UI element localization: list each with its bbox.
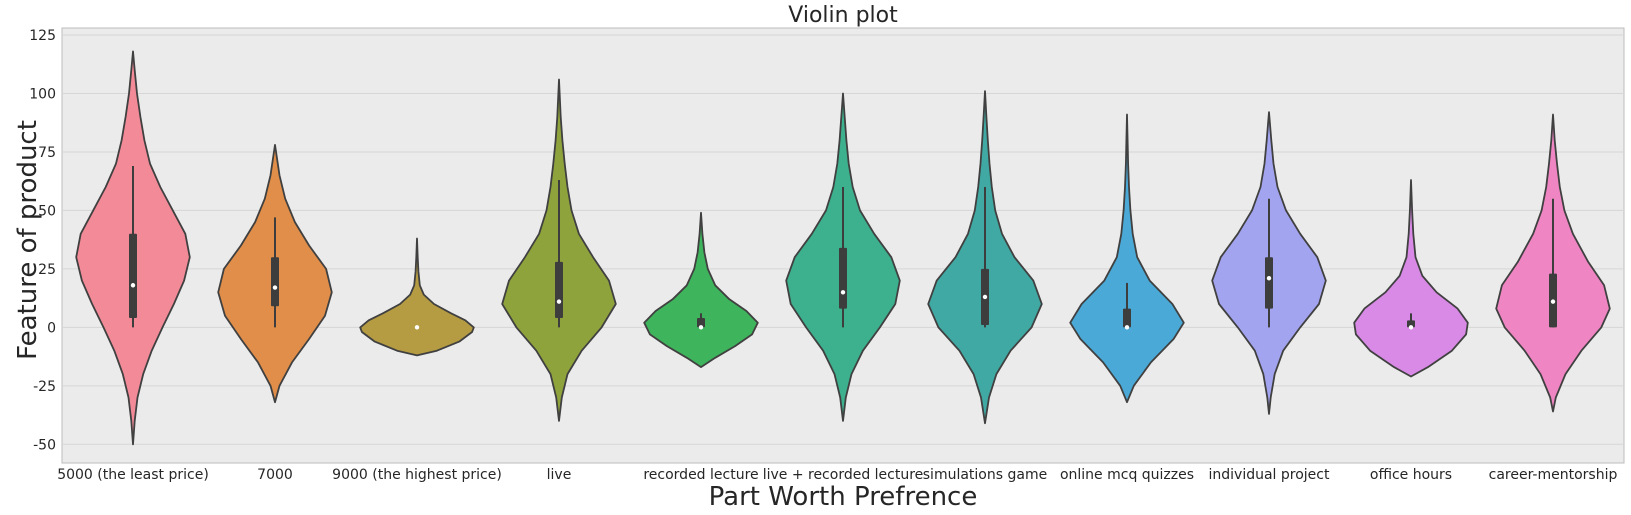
- x-tick-label: live: [547, 467, 572, 483]
- violin-median: [556, 299, 562, 304]
- violins: [75, 50, 1611, 446]
- y-axis-ticks: -50 -25 0 25 50 75 100 125: [29, 28, 56, 453]
- violin-median: [840, 290, 846, 295]
- x-tick-label: recorded lecture: [643, 467, 758, 483]
- violin-body: [643, 211, 759, 368]
- y-tick-label: 100: [29, 86, 56, 102]
- violin-iqr-box: [839, 247, 847, 309]
- y-axis-label: Feature of product: [13, 120, 43, 360]
- x-axis-label: Part Worth Prefrence: [709, 482, 978, 512]
- violin-median: [130, 283, 136, 288]
- violin-iqr-box: [1123, 308, 1131, 328]
- x-tick-label: career-mentorship: [1489, 467, 1618, 483]
- violin-median: [982, 294, 988, 300]
- y-tick-label: 50: [38, 203, 56, 219]
- x-tick-label: 5000 (the least price): [57, 467, 209, 483]
- chart-title: Violin plot: [788, 3, 898, 28]
- violin-median: [1550, 299, 1556, 304]
- x-tick-label: live + recorded lecture: [763, 467, 924, 483]
- x-tick-label: simulations game: [923, 467, 1047, 483]
- x-tick-label: 9000 (the highest price): [332, 467, 502, 483]
- violin-iqr-box: [555, 261, 563, 318]
- violin-iqr-box: [129, 233, 137, 318]
- violin-median: [1408, 325, 1414, 330]
- violin-iqr-box: [697, 318, 705, 328]
- violin-body: [1069, 113, 1185, 404]
- x-tick-label: individual project: [1209, 467, 1330, 483]
- violin-median: [272, 285, 278, 290]
- x-tick-label: online mcq quizzes: [1060, 467, 1194, 483]
- x-axis-ticks: 5000 (the least price) 7000 9000 (the high…: [57, 467, 1617, 483]
- y-tick-label: 25: [38, 262, 56, 278]
- x-tick-label: 7000: [257, 467, 293, 483]
- y-tick-label: 0: [47, 320, 56, 336]
- y-tick-label: -50: [33, 437, 56, 453]
- violin-iqr-box: [271, 257, 279, 307]
- y-tick-label: -25: [33, 379, 56, 395]
- violin-body: [1353, 179, 1469, 378]
- violin-median: [1266, 276, 1272, 281]
- violin-iqr-box: [1265, 257, 1273, 309]
- x-tick-label: office hours: [1370, 467, 1452, 483]
- violin-iqr-box: [1407, 320, 1415, 328]
- y-tick-label: 125: [29, 28, 56, 44]
- y-tick-label: 75: [38, 145, 56, 161]
- violin-median: [1124, 325, 1130, 330]
- violin-median: [698, 325, 704, 330]
- violin-body: [359, 237, 475, 357]
- violin-median: [414, 325, 420, 330]
